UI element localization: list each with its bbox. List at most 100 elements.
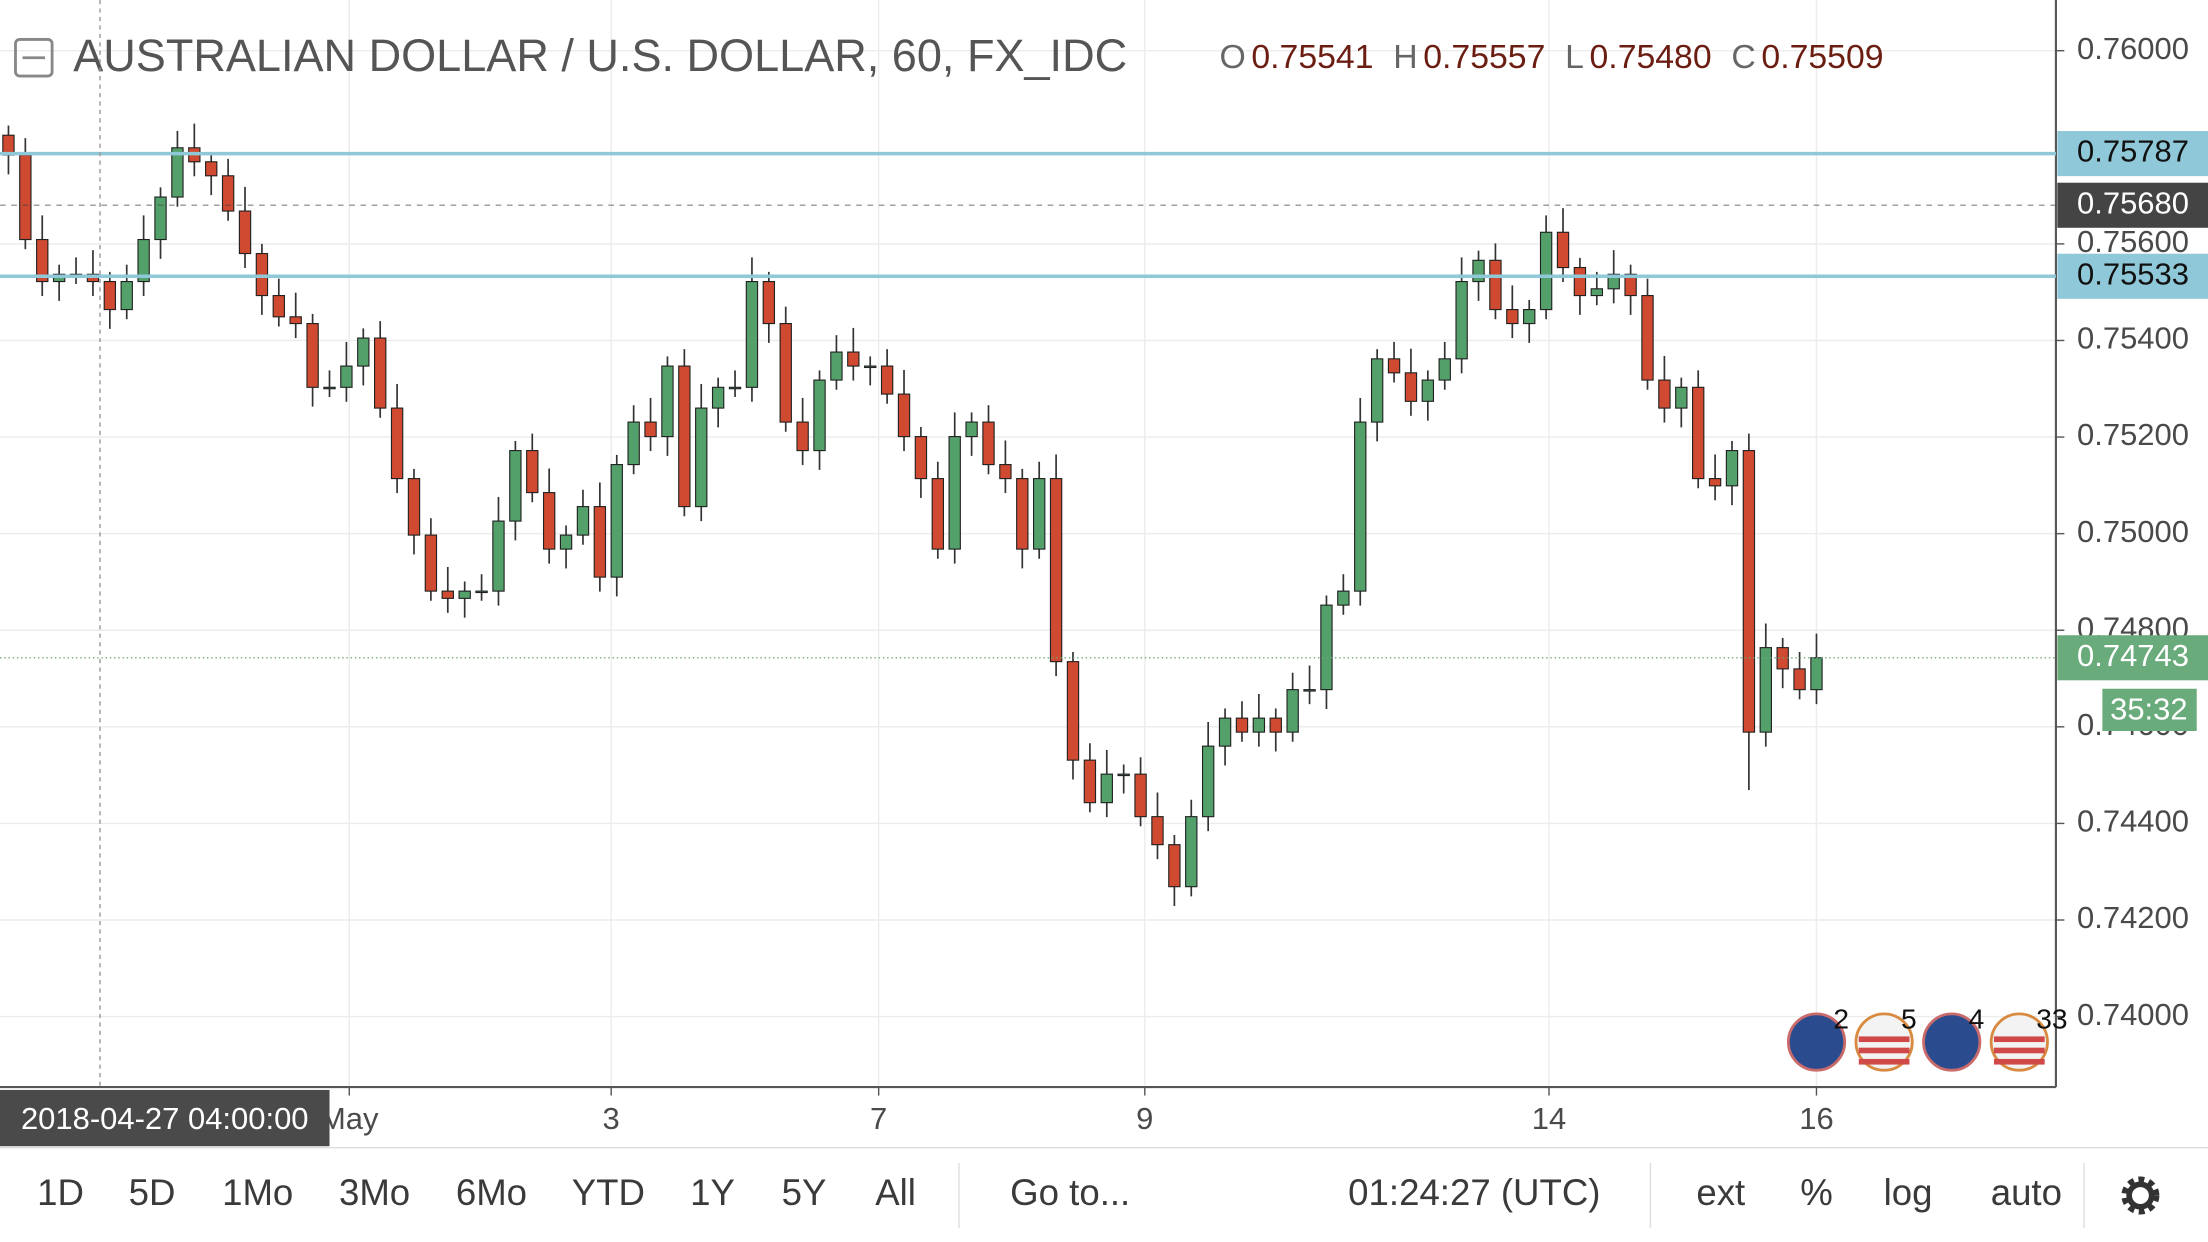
candle-body: [1151, 816, 1164, 846]
gear-teeth: [2121, 1176, 2160, 1215]
range-button[interactable]: 1Y: [690, 1172, 735, 1213]
event-badge[interactable]: [1786, 1012, 1847, 1072]
candle-body: [36, 238, 49, 283]
toolbar: 1D 5D 1Mo 3Mo 6Mo YTD 1Y 5Y All Go to... 01:24:27 …: [37, 1163, 2085, 1228]
candle-body: [931, 478, 945, 550]
candle-body: [120, 280, 133, 311]
candle-body: [492, 520, 505, 592]
event-count: 2: [1833, 1003, 1849, 1034]
countdown: 35:32: [2110, 691, 2188, 726]
event-badge[interactable]: [1922, 1012, 1982, 1072]
flag-stripe: [1993, 1058, 2045, 1065]
candle-body: [948, 436, 961, 550]
candle-body: [1269, 717, 1282, 733]
candle-body: [137, 238, 150, 283]
overlay: 0.75787 0.75680 0.75533 0.74743 35:32 2018-04…: [0, 0, 2208, 1147]
goto-button[interactable]: Go to...: [1010, 1172, 1130, 1213]
candle-body: [289, 316, 302, 325]
candle-body: [830, 351, 843, 381]
x-tick-label: 3: [603, 1101, 620, 1136]
candle-body: [441, 590, 454, 599]
candle-body: [340, 365, 353, 388]
plot-area: [2, 123, 1823, 906]
candle-body: [1725, 450, 1739, 487]
candle-body: [1675, 386, 1688, 409]
candle-body: [1117, 773, 1130, 777]
price-label-box: [2057, 131, 2208, 177]
price-label: 0.75787: [2077, 134, 2189, 169]
candle-body: [103, 280, 117, 311]
candle-body: [1708, 478, 1722, 487]
ohlc-legend: O 0.75541 H 0.75557 L 0.75480 C 0.75509: [1219, 38, 1883, 76]
range-button[interactable]: 1D: [37, 1172, 84, 1213]
candle-body: [695, 407, 708, 508]
range-button[interactable]: All: [875, 1172, 916, 1213]
range-button[interactable]: 5Y: [782, 1172, 827, 1213]
candle-body: [1049, 478, 1063, 663]
candle-body: [1438, 358, 1451, 381]
candle-body: [864, 365, 877, 369]
range-button[interactable]: 3Mo: [339, 1172, 410, 1213]
candle-body: [205, 161, 218, 177]
candle-body: [323, 386, 336, 390]
candle-body: [526, 450, 539, 494]
candle-body: [509, 450, 522, 522]
y-tick-label: 0.74400: [2077, 804, 2189, 839]
last-price-box: [2057, 635, 2208, 681]
candle-body: [1201, 745, 1215, 818]
candle-body: [1185, 816, 1198, 888]
candle-body: [999, 464, 1012, 480]
candle-body: [1354, 421, 1367, 592]
candle-body: [678, 365, 691, 508]
candle-body: [1692, 386, 1705, 480]
candle-body: [1033, 478, 1046, 550]
option-button[interactable]: ext: [1696, 1172, 1745, 1213]
event-count: 4: [1969, 1003, 1985, 1034]
candle-body: [880, 365, 894, 395]
y-tick-label: 0.74200: [2077, 900, 2189, 935]
candle-body: [1083, 759, 1097, 804]
candle-body: [728, 386, 742, 390]
y-tick-label: 0.76000: [2077, 31, 2189, 66]
candle-body: [745, 280, 759, 388]
countdown-box: [2102, 688, 2197, 731]
settings-button[interactable]: [2121, 1176, 2160, 1215]
collapse-button[interactable]: [14, 38, 54, 78]
y-tick-label: 0.74000: [2077, 997, 2189, 1032]
candle-body: [593, 506, 607, 578]
candle-body: [1337, 590, 1350, 606]
range-button[interactable]: YTD: [572, 1172, 645, 1213]
option-button[interactable]: log: [1884, 1172, 1933, 1213]
candle-body: [1573, 266, 1587, 297]
candle-body: [661, 365, 674, 438]
candle-body: [1218, 717, 1232, 747]
grid: 0.740000.742000.744000.746000.748000.750…: [0, 0, 2189, 1136]
candle-body: [559, 534, 573, 550]
candle-body: [982, 421, 995, 466]
range-button[interactable]: 5D: [129, 1172, 176, 1213]
legend-key: O: [1219, 38, 1245, 76]
candle-body: [1370, 358, 1384, 423]
option-button[interactable]: auto: [1991, 1172, 2062, 1213]
clock: 01:24:27 (UTC): [1348, 1172, 1600, 1213]
range-button[interactable]: 6Mo: [456, 1172, 527, 1213]
option-button[interactable]: %: [1800, 1172, 1833, 1213]
x-tick-label: 7: [870, 1101, 887, 1136]
candle-body: [627, 421, 640, 466]
candle-body: [1506, 309, 1519, 325]
legend-key: H: [1393, 38, 1417, 76]
range-button[interactable]: 1Mo: [222, 1172, 293, 1213]
candle-body: [1759, 647, 1772, 733]
candle-body: [1066, 661, 1080, 761]
candle-body: [965, 421, 978, 438]
candle-body: [1421, 379, 1435, 402]
candle-body: [1523, 309, 1536, 325]
legend-key: C: [1731, 38, 1755, 76]
candle-body: [154, 196, 167, 241]
crosshair-label-box: [0, 1089, 330, 1147]
price-label-box: [2057, 182, 2208, 228]
candle-body: [221, 175, 235, 212]
candle-body: [914, 436, 928, 480]
event-count: 5: [1901, 1003, 1917, 1034]
gear-ring: [2126, 1181, 2155, 1210]
